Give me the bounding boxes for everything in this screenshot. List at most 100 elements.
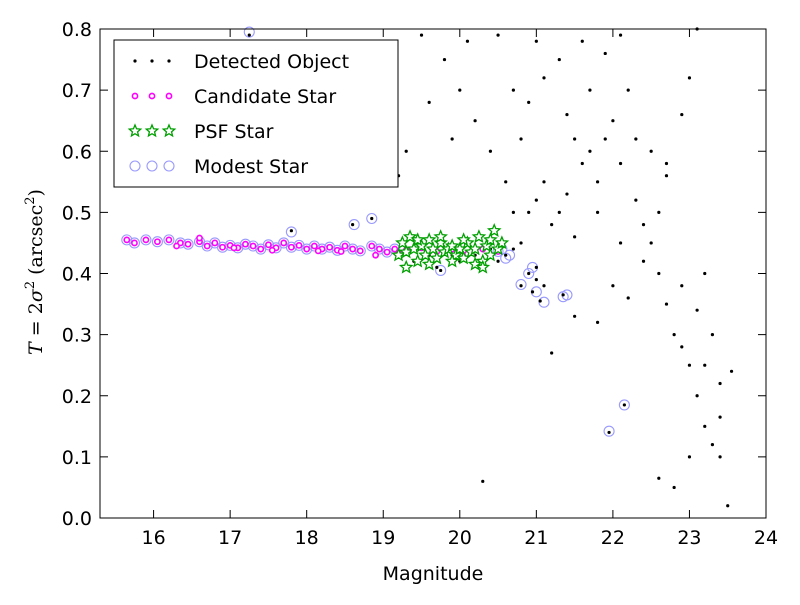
data-point xyxy=(435,264,447,276)
data-point xyxy=(128,237,140,249)
x-axis-label: Magnitude xyxy=(383,563,484,585)
data-point xyxy=(368,242,376,250)
legend-marker xyxy=(165,92,173,100)
data-point xyxy=(427,100,431,104)
data-point xyxy=(456,232,471,247)
x-tick-label: 17 xyxy=(218,527,242,549)
data-point xyxy=(534,198,538,202)
data-point xyxy=(483,232,498,247)
data-point xyxy=(595,210,600,214)
legend-marker xyxy=(163,160,175,172)
data-point xyxy=(519,284,523,288)
data-point xyxy=(341,242,349,250)
data-point xyxy=(373,243,385,255)
data-point xyxy=(376,245,383,253)
data-point xyxy=(268,246,276,254)
y-label-t: T xyxy=(25,341,47,355)
data-point xyxy=(314,247,322,255)
data-point xyxy=(351,223,355,227)
data-point xyxy=(538,296,550,308)
data-point xyxy=(603,425,615,437)
data-point xyxy=(308,240,320,252)
data-point xyxy=(561,293,565,297)
y-label-unit: (arcsec xyxy=(25,205,47,281)
data-point xyxy=(611,119,615,123)
data-point xyxy=(391,247,406,262)
data-point xyxy=(664,174,669,178)
data-point xyxy=(295,241,303,249)
y-tick-label: 0.1 xyxy=(62,447,92,469)
data-point xyxy=(511,210,515,214)
data-point xyxy=(611,284,615,288)
data-point xyxy=(356,247,364,255)
data-point xyxy=(703,424,707,428)
data-point xyxy=(657,476,661,480)
data-point xyxy=(588,149,592,153)
data-point xyxy=(695,308,699,312)
data-point xyxy=(565,112,569,117)
data-point xyxy=(580,161,584,166)
legend-marker xyxy=(161,123,177,138)
data-point xyxy=(504,180,508,184)
data-point xyxy=(511,88,515,92)
y-label-sup1: 2 xyxy=(23,281,38,289)
legend-marker xyxy=(131,92,139,100)
data-point xyxy=(383,248,391,256)
data-point xyxy=(703,363,707,367)
data-point xyxy=(121,234,133,246)
data-point xyxy=(289,229,293,233)
data-point xyxy=(391,245,399,253)
data-point xyxy=(534,278,538,282)
y-tick-label: 0.4 xyxy=(62,264,92,286)
data-point xyxy=(481,479,485,483)
legend-marker xyxy=(148,92,156,100)
data-point xyxy=(672,485,676,490)
y-tick-label: 0.0 xyxy=(62,508,92,530)
data-point xyxy=(140,234,152,246)
legend-marker xyxy=(133,59,137,63)
data-point xyxy=(465,39,470,43)
data-point xyxy=(595,180,600,184)
data-point xyxy=(618,241,623,245)
data-point xyxy=(664,161,669,166)
data-point xyxy=(634,198,638,202)
data-point xyxy=(203,242,211,250)
data-point xyxy=(680,284,684,288)
data-point xyxy=(672,333,676,337)
data-point xyxy=(201,240,213,252)
data-point xyxy=(404,149,408,153)
data-point xyxy=(184,240,192,248)
data-point xyxy=(680,112,684,117)
y-axis-ticks: 0.0 0.1 0.2 0.3 0.4 0.5 0.6 0.7 0.8 xyxy=(62,19,766,530)
x-tick-label: 24 xyxy=(754,527,778,549)
data-point xyxy=(550,351,554,355)
data-point xyxy=(444,253,460,268)
data-point xyxy=(439,268,443,273)
data-point xyxy=(626,296,630,300)
data-point xyxy=(634,137,638,141)
data-point xyxy=(703,271,707,276)
y-label-sup2: 2 xyxy=(23,196,38,204)
data-point xyxy=(262,239,274,251)
data-point xyxy=(458,88,462,92)
data-point xyxy=(366,240,378,252)
data-point xyxy=(657,210,661,214)
data-point xyxy=(435,265,439,269)
legend-box xyxy=(113,39,399,188)
data-point xyxy=(504,253,508,257)
data-point xyxy=(550,223,554,227)
data-point xyxy=(573,137,577,141)
data-point xyxy=(565,192,569,196)
data-point xyxy=(530,290,535,294)
data-point xyxy=(726,504,730,508)
data-point xyxy=(641,259,646,263)
data-point xyxy=(519,241,523,245)
data-point xyxy=(527,100,531,104)
data-point xyxy=(337,248,345,255)
data-point xyxy=(370,216,374,221)
data-point xyxy=(247,33,251,37)
data-point xyxy=(573,314,577,318)
data-point xyxy=(588,88,592,92)
data-point xyxy=(538,299,542,303)
